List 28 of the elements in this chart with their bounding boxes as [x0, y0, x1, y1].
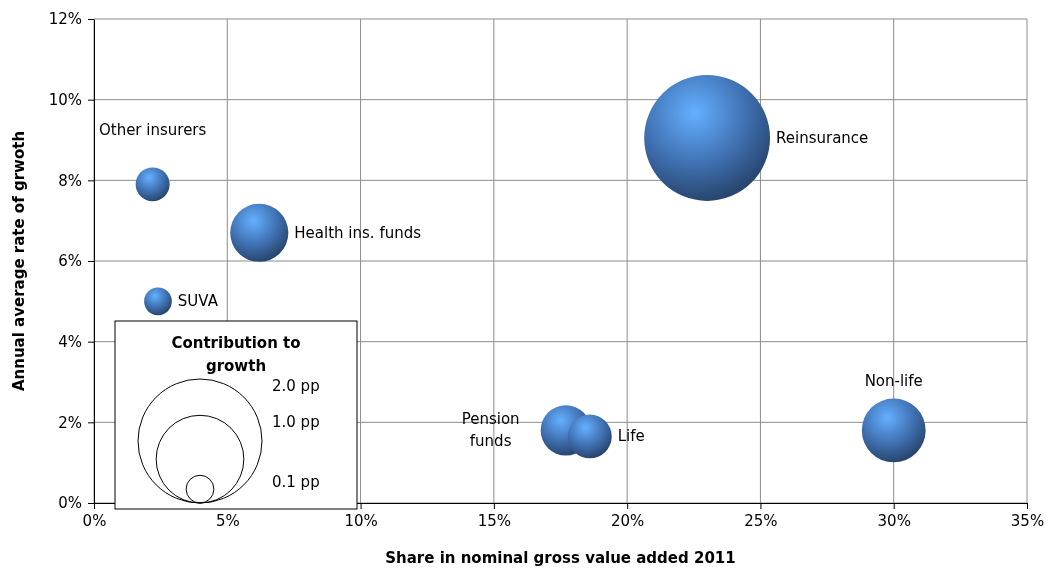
series-label: Pension funds	[461, 410, 520, 451]
legend-label: 1.0 pp	[272, 413, 320, 432]
x-tick-label: 20%	[610, 511, 645, 530]
legend-label: 0.1 pp	[272, 473, 320, 492]
series-label: Life	[617, 427, 645, 446]
text: Other insurers	[98, 121, 207, 140]
series-label: Non-life	[864, 372, 923, 391]
y-axis-title: Annual average rate of grwoth	[10, 130, 28, 392]
x-tick-label: 0%	[82, 511, 107, 530]
x-tick-label: 10%	[344, 511, 378, 530]
series-label: Health ins. funds	[294, 223, 422, 242]
series-label: Reinsurance	[776, 128, 869, 147]
y-tick-label: 4%	[58, 332, 82, 351]
y-tick-label: 0%	[58, 494, 82, 513]
x-tick-label: 35%	[1010, 511, 1045, 530]
y-tick-label: 12%	[48, 10, 82, 29]
legend-title: Contribution to growth	[171, 334, 301, 375]
legend-label: 2.0 pp	[272, 377, 320, 395]
x-tick-label: 15%	[477, 511, 512, 530]
y-tick-label: 8%	[58, 171, 82, 190]
y-tick-label: 2%	[58, 413, 82, 432]
x-tick-label: 30%	[877, 511, 911, 530]
x-tick-label: 5%	[215, 511, 240, 530]
y-tick-label: 10%	[48, 90, 82, 109]
x-axis-title: Share in nominal gross value added 2011	[385, 549, 736, 567]
y-tick-label: 6%	[58, 252, 82, 271]
series-label: SUVA	[177, 292, 219, 311]
x-tick-label: 25%	[744, 511, 778, 530]
